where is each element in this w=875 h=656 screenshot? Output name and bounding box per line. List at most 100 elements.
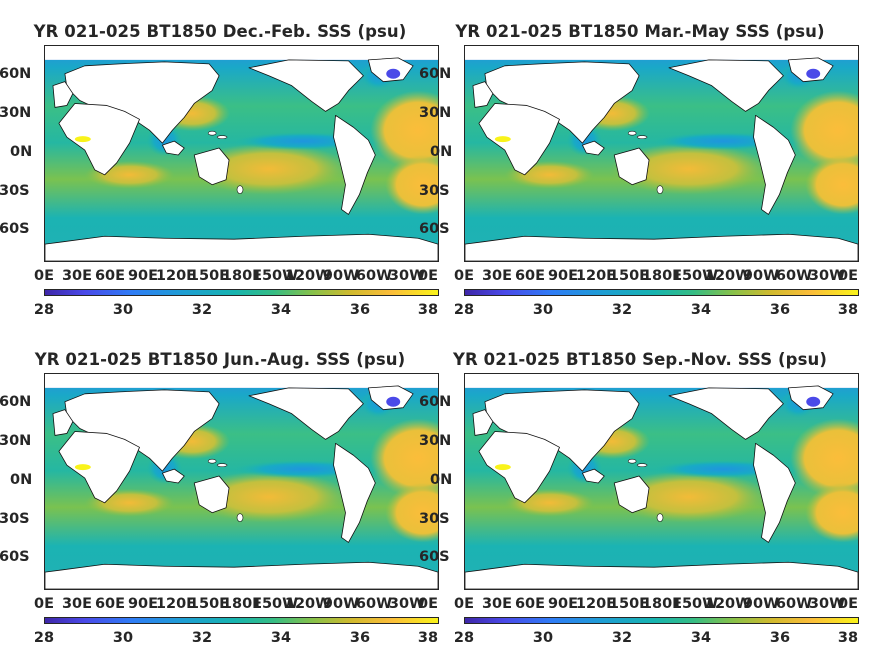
world-map-graphic: [465, 46, 858, 261]
colorbar: [44, 289, 439, 296]
lon-label: 120E: [155, 596, 197, 612]
lon-label: 180E: [641, 268, 683, 284]
world-map-graphic: [465, 374, 858, 589]
map-panel: YR 021-025 BT1850 Sep.-Nov. SSS (psu) 60…: [419, 328, 859, 656]
lon-label: 150W: [671, 268, 719, 284]
lon-label: 90E: [547, 596, 579, 612]
colorbar: [464, 289, 859, 296]
lon-label: 120E: [155, 268, 197, 284]
lon-label: 60W: [775, 596, 813, 612]
colorbar-tick: 32: [611, 302, 633, 318]
lon-label: 0E: [34, 596, 54, 612]
lat-label: 30S: [0, 183, 30, 199]
colorbar: [464, 617, 859, 624]
colorbar-tick: 36: [769, 630, 791, 646]
lon-label: 180E: [221, 596, 263, 612]
colorbar-tick: 28: [33, 630, 55, 646]
lon-label: 180E: [641, 596, 683, 612]
lat-label: 30S: [419, 511, 450, 527]
lon-label: 30W: [808, 596, 846, 612]
colorbar-tick: 32: [191, 630, 213, 646]
colorbar-tick: 28: [453, 630, 475, 646]
colorbar-ticks: 28 30 32 34 36 38: [34, 630, 439, 648]
lon-label: 90E: [547, 268, 579, 284]
lon-label: 150W: [671, 596, 719, 612]
map-panel: YR 021-025 BT1850 Jun.-Aug. SSS (psu) 60…: [0, 328, 439, 656]
lat-label: 60N: [0, 66, 32, 82]
lon-axis: 0E 30E 60E 90E 120E 150E 180E 150W 120W …: [454, 268, 859, 288]
lon-label: 120E: [575, 268, 617, 284]
colorbar-tick: 28: [33, 302, 55, 318]
lon-label: 150E: [188, 596, 230, 612]
salinity-map: [44, 45, 439, 262]
lon-label: 0E: [838, 596, 858, 612]
lon-label: 120E: [575, 596, 617, 612]
panel-title: YR 021-025 BT1850 Sep.-Nov. SSS (psu): [452, 350, 827, 369]
world-map-graphic: [45, 46, 438, 261]
lat-label: 30N: [419, 105, 452, 121]
colorbar-tick: 36: [349, 302, 371, 318]
colorbar-ticks: 28 30 32 34 36 38: [454, 630, 859, 648]
salinity-map: [464, 373, 859, 590]
lat-label: 60N: [419, 394, 452, 410]
lon-label: 0E: [838, 268, 858, 284]
colorbar-ticks: 28 30 32 34 36 38: [454, 302, 859, 320]
lon-label: 60W: [775, 268, 813, 284]
lat-label: 60S: [0, 221, 30, 237]
lon-label: 0E: [418, 596, 438, 612]
colorbar-tick: 30: [532, 302, 554, 318]
lat-label: 60N: [419, 66, 452, 82]
lon-label: 150W: [251, 268, 299, 284]
panel-title: YR 021-025 BT1850 Mar.-May SSS (psu): [455, 22, 825, 41]
colorbar-tick: 38: [837, 302, 859, 318]
lon-label: 90W: [322, 596, 360, 612]
colorbar-tick: 34: [270, 302, 292, 318]
lon-label: 60W: [355, 268, 393, 284]
colorbar-tick: 36: [349, 630, 371, 646]
map-panel: YR 021-025 BT1850 Mar.-May SSS (psu) 60N…: [419, 0, 859, 328]
panel-title: YR 021-025 BT1850 Jun.-Aug. SSS (psu): [34, 350, 406, 369]
lat-label: 60S: [0, 549, 30, 565]
lon-label: 30E: [481, 268, 513, 284]
colorbar-tick: 32: [191, 302, 213, 318]
lon-label: 30W: [808, 268, 846, 284]
lon-label: 180E: [221, 268, 263, 284]
colorbar-tick: 34: [690, 302, 712, 318]
lon-label: 150E: [188, 268, 230, 284]
lon-label: 60E: [514, 268, 546, 284]
lon-label: 0E: [34, 268, 54, 284]
lat-label: 0N: [10, 144, 33, 160]
lon-label: 120W: [704, 268, 752, 284]
lat-label: 30N: [419, 433, 452, 449]
colorbar-tick: 36: [769, 302, 791, 318]
lon-label: 90E: [127, 596, 159, 612]
lat-label: 30S: [0, 511, 30, 527]
lon-label: 30E: [481, 596, 513, 612]
lat-label: 0N: [430, 472, 453, 488]
colorbar-tick: 28: [453, 302, 475, 318]
lat-label: 30N: [0, 105, 32, 121]
lon-label: 30E: [61, 268, 93, 284]
lon-axis: 0E 30E 60E 90E 120E 150E 180E 150W 120W …: [34, 596, 439, 616]
lon-axis: 0E 30E 60E 90E 120E 150E 180E 150W 120W …: [454, 596, 859, 616]
colorbar: [44, 617, 439, 624]
panel-title: YR 021-025 BT1850 Dec.-Feb. SSS (psu): [33, 22, 407, 41]
world-map-graphic: [45, 374, 438, 589]
lon-label: 90W: [742, 268, 780, 284]
lon-axis: 0E 30E 60E 90E 120E 150E 180E 150W 120W …: [34, 268, 439, 288]
lat-label: 0N: [10, 472, 33, 488]
lon-label: 60E: [94, 596, 126, 612]
colorbar-tick: 34: [690, 630, 712, 646]
lon-label: 120W: [284, 268, 332, 284]
lon-label: 150W: [251, 596, 299, 612]
salinity-map: [44, 373, 439, 590]
colorbar-tick: 34: [270, 630, 292, 646]
salinity-map: [464, 45, 859, 262]
lon-label: 0E: [454, 596, 474, 612]
colorbar-tick: 38: [837, 630, 859, 646]
colorbar-tick: 38: [417, 630, 439, 646]
lat-label: 60S: [419, 549, 450, 565]
lon-label: 120W: [704, 596, 752, 612]
lon-label: 150E: [608, 596, 650, 612]
lon-label: 120W: [284, 596, 332, 612]
